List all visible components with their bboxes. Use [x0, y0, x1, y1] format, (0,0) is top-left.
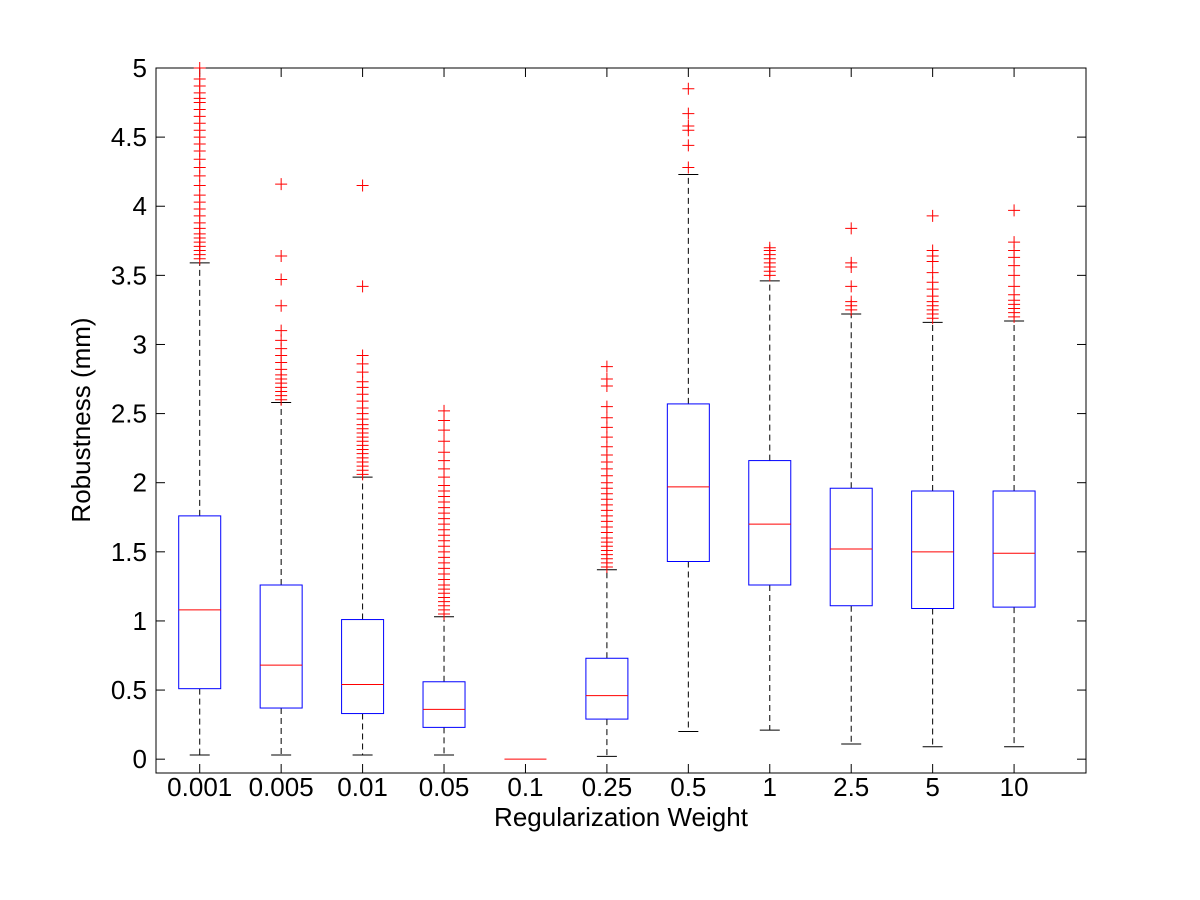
- outlier-marker: [1008, 204, 1021, 217]
- box-group: [666, 82, 710, 733]
- x-axis-title: Regularization Weight: [494, 802, 749, 832]
- iqr-box: [341, 619, 385, 715]
- x-tick-label: 0.05: [419, 772, 470, 802]
- box-group: [911, 209, 955, 748]
- iqr-box: [911, 490, 955, 609]
- y-axis-title: Robustness (mm): [66, 317, 96, 522]
- outlier-marker: [845, 256, 858, 269]
- y-tick-label: 5: [133, 53, 147, 83]
- outlier-marker: [926, 209, 939, 222]
- outlier-marker: [600, 360, 613, 373]
- outlier-marker: [193, 73, 206, 86]
- iqr-box: [259, 584, 303, 709]
- box-group: [585, 360, 629, 757]
- outlier-marker: [193, 62, 206, 74]
- y-tick-label: 0: [133, 744, 147, 774]
- outlier-marker: [926, 244, 939, 257]
- outlier-marker: [438, 404, 451, 417]
- y-tick-label: 1: [133, 606, 147, 636]
- outlier-marker: [763, 241, 776, 254]
- outlier-marker: [926, 266, 939, 279]
- outlier-marker: [275, 299, 288, 312]
- outlier-marker: [356, 349, 369, 362]
- box-group: [992, 204, 1036, 748]
- outlier-marker: [275, 178, 288, 191]
- box-group: [341, 179, 385, 756]
- y-tick-label: 2: [133, 468, 147, 498]
- x-tick-label: 0.1: [507, 772, 543, 802]
- outlier-marker: [275, 250, 288, 262]
- box-group: [259, 178, 303, 756]
- y-tick-label: 4.5: [111, 122, 147, 152]
- y-axis-ticks: 0 0.5 1 1.5 2 2.5 3 3.5 4 4.5 5: [111, 53, 1086, 774]
- outlier-marker: [600, 411, 613, 424]
- x-tick-label: 0.001: [167, 772, 232, 802]
- plot-frame: [155, 67, 1087, 774]
- outlier-marker: [438, 435, 451, 448]
- x-tick-label: 0.25: [582, 772, 633, 802]
- x-tick-label: 10: [1000, 772, 1029, 802]
- boxes-layer: [178, 62, 1036, 760]
- x-tick-label: 2.5: [833, 772, 869, 802]
- box-group: [422, 404, 466, 756]
- y-tick-label: 0.5: [111, 675, 147, 705]
- x-axis-ticks: 0.001 0.005 0.01 0.05 0.1 0.25 0.5 1 2.5 5 10: [167, 68, 1029, 802]
- outlier-marker: [356, 179, 369, 192]
- outlier-marker: [438, 446, 451, 459]
- y-tick-label: 3: [133, 329, 147, 359]
- outlier-marker: [845, 222, 858, 235]
- outlier-marker: [845, 295, 858, 308]
- box-group: [829, 222, 873, 745]
- outlier-marker: [845, 280, 858, 293]
- iqr-box: [748, 460, 792, 586]
- outlier-marker: [356, 280, 369, 293]
- outlier-marker: [275, 273, 288, 286]
- box-group: [748, 241, 792, 731]
- outlier-marker: [682, 161, 695, 174]
- outlier-marker: [275, 324, 288, 337]
- iqr-box: [178, 515, 222, 690]
- outlier-marker: [1008, 236, 1021, 249]
- outlier-marker: [600, 400, 613, 413]
- iqr-box: [666, 403, 710, 563]
- x-tick-label: 0.005: [249, 772, 314, 802]
- y-tick-label: 2.5: [111, 399, 147, 429]
- iqr-box: [422, 681, 466, 728]
- outlier-marker: [682, 82, 695, 95]
- outlier-marker: [600, 373, 613, 386]
- outlier-marker: [682, 120, 695, 133]
- x-tick-label: 5: [925, 772, 939, 802]
- y-tick-label: 4: [133, 191, 147, 221]
- iqr-box: [992, 490, 1036, 608]
- y-tick-label: 3.5: [111, 260, 147, 290]
- box-group: [178, 62, 222, 756]
- outlier-marker: [682, 139, 695, 152]
- outlier-marker: [682, 107, 695, 120]
- y-tick-label: 1.5: [111, 537, 147, 567]
- iqr-box: [829, 487, 873, 607]
- iqr-box: [585, 657, 629, 720]
- x-tick-label: 1: [763, 772, 777, 802]
- x-tick-label: 0.01: [337, 772, 388, 802]
- outlier-marker: [1008, 280, 1021, 293]
- x-tick-label: 0.5: [670, 772, 706, 802]
